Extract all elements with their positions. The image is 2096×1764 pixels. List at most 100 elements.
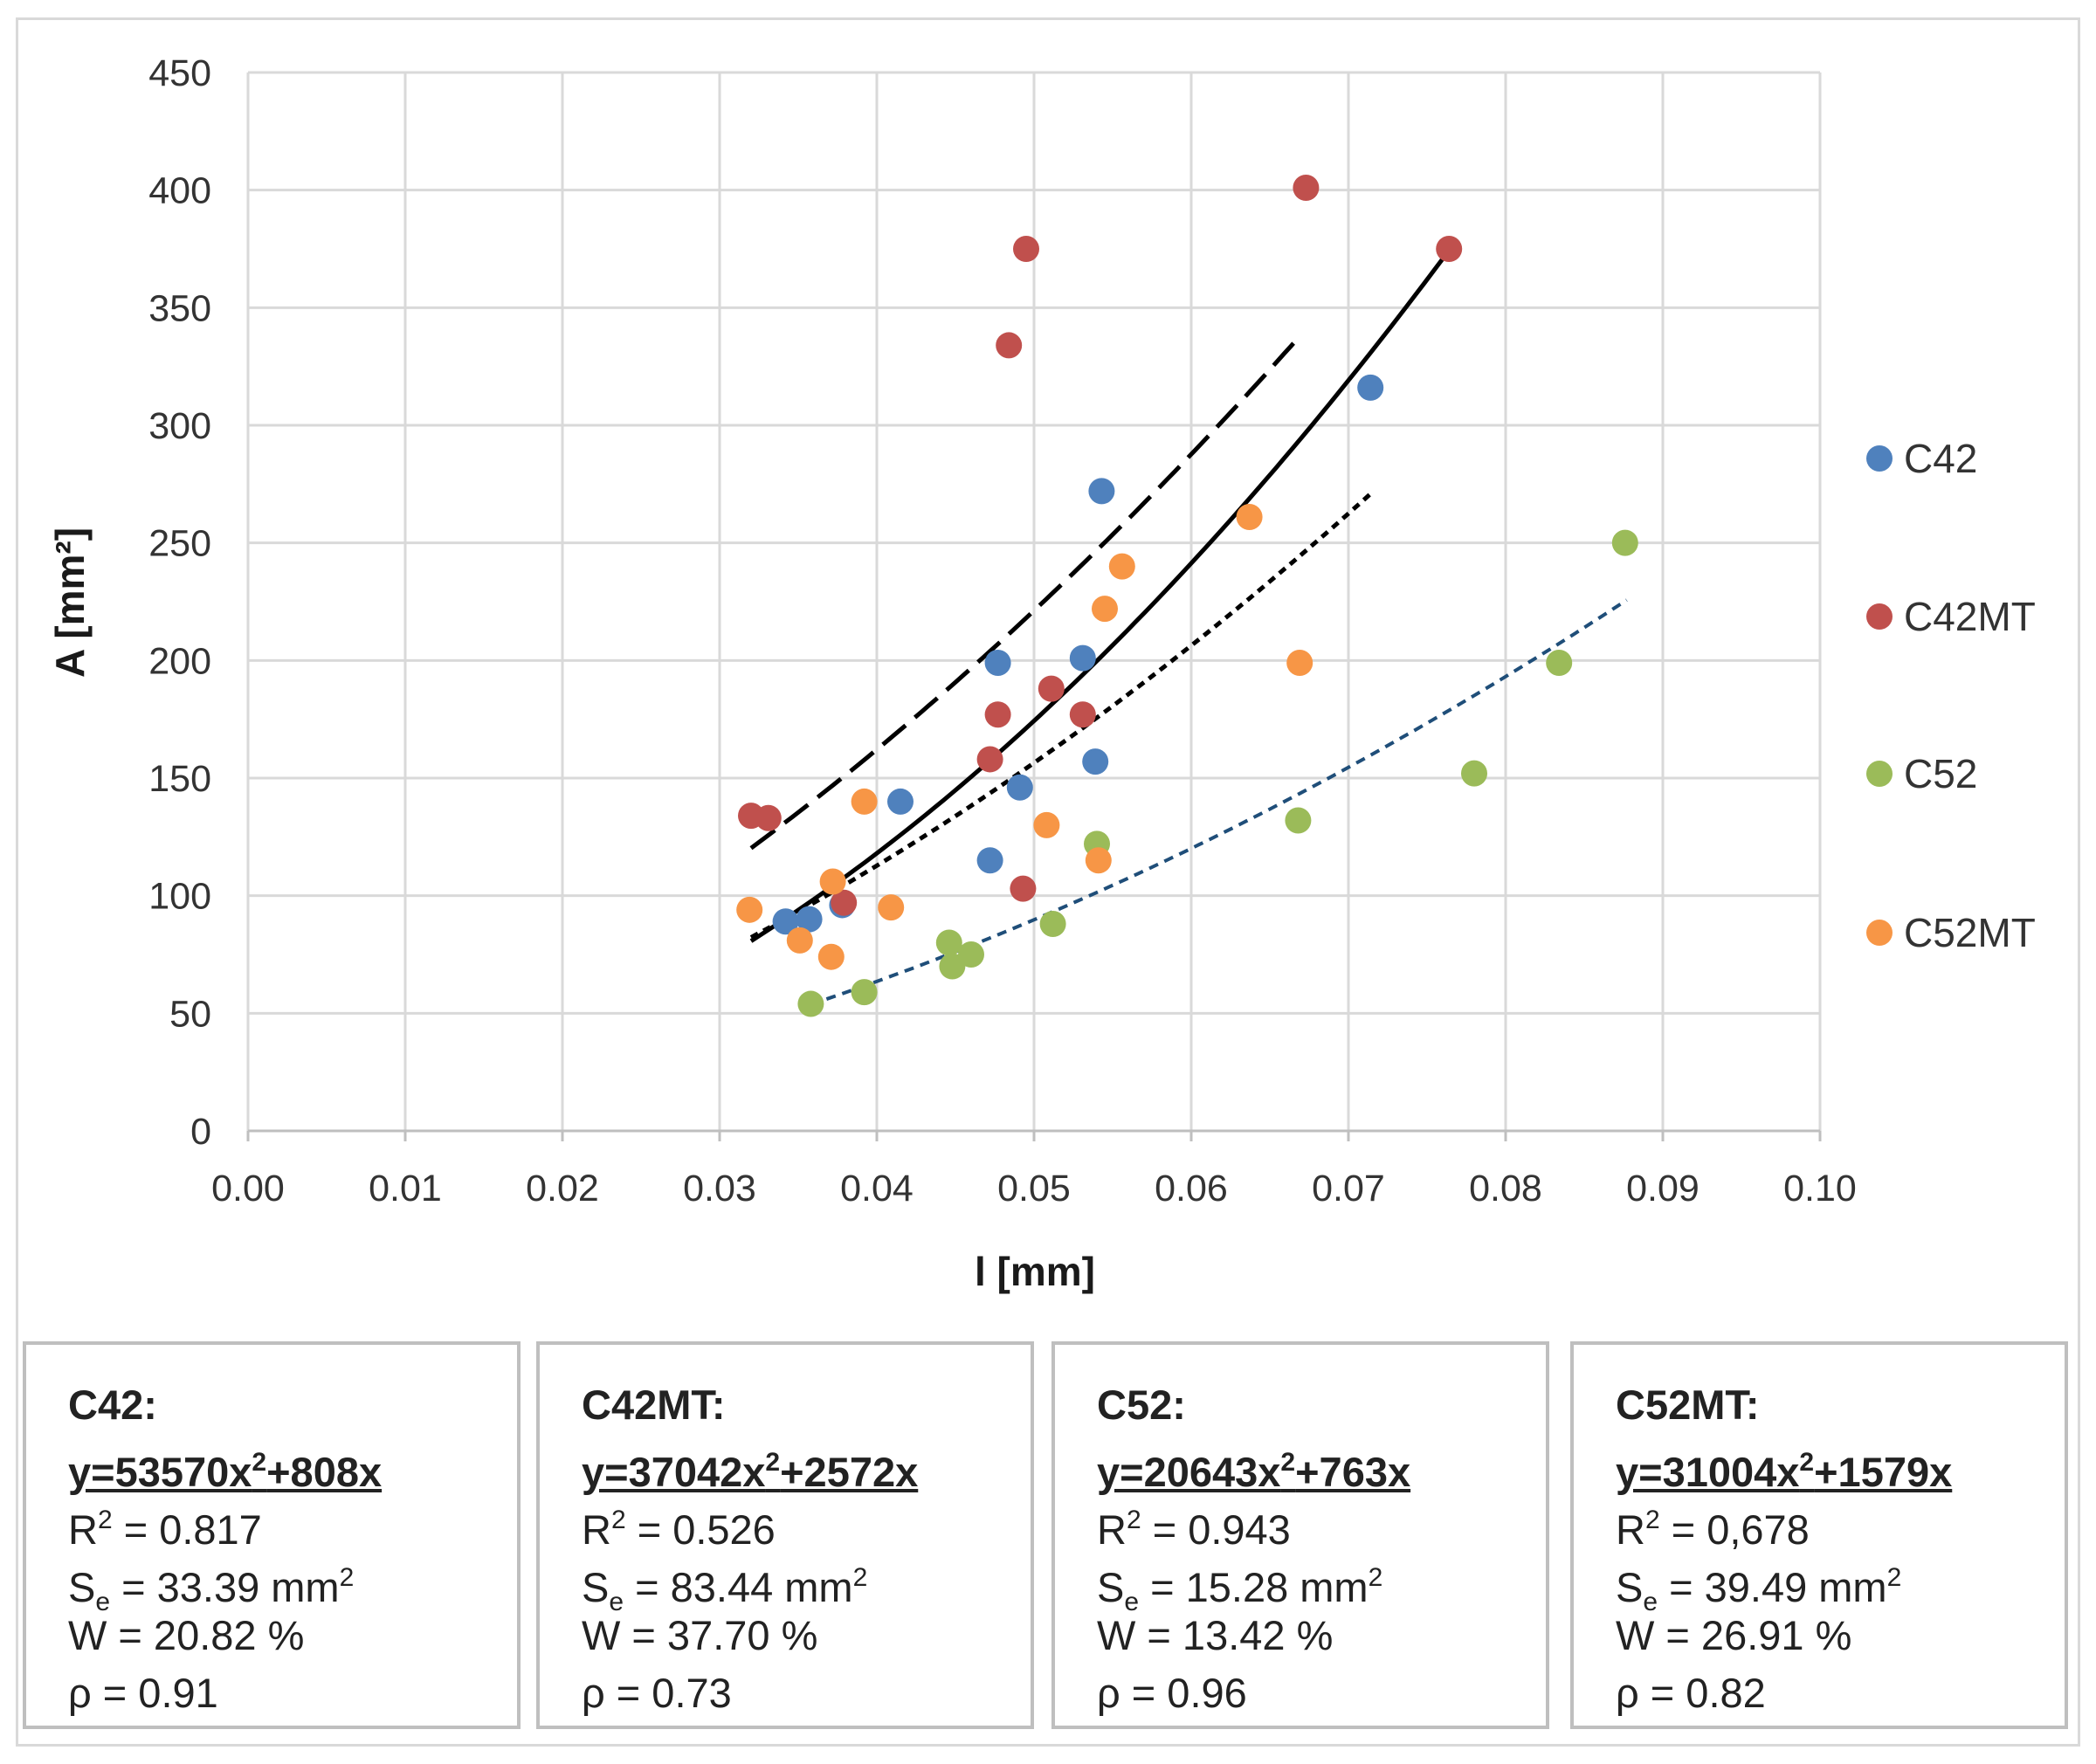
data-point-c52 bbox=[958, 941, 984, 968]
data-point-c42mt bbox=[1038, 675, 1065, 702]
data-point-c42mt bbox=[1436, 236, 1463, 262]
stats-box-c52mt: C52MT: y=31004x2+1579x R2 = 0,678 Se = 39.4… bbox=[1570, 1341, 2068, 1729]
fit-equation: y=37042x2+2572x bbox=[582, 1434, 1031, 1495]
data-point-c42 bbox=[984, 650, 1011, 677]
data-point-c42mt bbox=[755, 804, 782, 831]
data-point-c42 bbox=[887, 788, 914, 815]
standard-error: Se = 83.44 mm2 bbox=[582, 1549, 1031, 1616]
fit-equation: y=20643x2+763x bbox=[1097, 1434, 1546, 1495]
legend-marker bbox=[1866, 920, 1893, 946]
data-point-c42mt bbox=[831, 889, 858, 916]
data-point-c52mt bbox=[878, 894, 905, 921]
data-point-c52 bbox=[935, 929, 962, 956]
se-subscript: e bbox=[1643, 1588, 1658, 1616]
data-point-c42mt bbox=[996, 332, 1023, 359]
data-point-c52 bbox=[1611, 529, 1638, 556]
legend-item-c42: C42 bbox=[1866, 436, 1977, 481]
se-value: = 39.49 mm bbox=[1658, 1564, 1887, 1610]
se-label: S bbox=[582, 1564, 610, 1610]
se-value: = 83.44 mm bbox=[624, 1564, 853, 1610]
se-unit-exponent: 2 bbox=[852, 1563, 868, 1592]
r2-exponent: 2 bbox=[1126, 1506, 1141, 1534]
equation-part: +2572x bbox=[780, 1449, 919, 1495]
y-tick-label: 200 bbox=[148, 640, 211, 682]
data-point-c42 bbox=[1069, 644, 1096, 672]
trendline-c52mt bbox=[749, 491, 1374, 940]
se-unit-exponent: 2 bbox=[1886, 1563, 1902, 1592]
data-point-c52mt bbox=[1108, 553, 1135, 580]
r2-label: R bbox=[1097, 1506, 1127, 1553]
y-tick-label: 450 bbox=[148, 52, 211, 94]
data-point-c52 bbox=[851, 979, 878, 1006]
x-tick-label: 0.01 bbox=[369, 1168, 442, 1209]
data-point-c42mt bbox=[1010, 875, 1037, 902]
w-value: W = 26.91 % bbox=[1616, 1612, 1852, 1658]
axes: 0.00 0.01 0.02 0.03 0.04 0.05 0.06 0.07 0.08 0.09… bbox=[148, 52, 1857, 1209]
data-point-c52mt bbox=[819, 868, 846, 895]
se-subscript: e bbox=[609, 1588, 624, 1616]
y-tick-label: 300 bbox=[148, 405, 211, 447]
stats-box-c42: C42: y=53570x2+808x R2 = 0.817 Se = 33.39 m… bbox=[23, 1341, 521, 1729]
stats-title: C52MT: bbox=[1616, 1382, 1760, 1428]
equation-exponent: 2 bbox=[1280, 1448, 1296, 1477]
r2-value: = 0.817 bbox=[112, 1506, 262, 1553]
equation-part: y=53570x bbox=[68, 1449, 252, 1495]
y-tick-label: 0 bbox=[190, 1111, 211, 1153]
standard-error: Se = 33.39 mm2 bbox=[68, 1549, 517, 1616]
se-value: = 15.28 mm bbox=[1139, 1564, 1369, 1610]
data-point-c52 bbox=[1285, 807, 1312, 834]
equation-part: +808x bbox=[266, 1449, 383, 1495]
legend-marker bbox=[1866, 445, 1893, 472]
x-axis-label: l [mm] bbox=[975, 1249, 1095, 1294]
r2-label: R bbox=[1616, 1506, 1645, 1553]
se-unit-exponent: 2 bbox=[339, 1563, 355, 1592]
y-tick-label: 50 bbox=[169, 993, 211, 1035]
data-point-c42 bbox=[1088, 478, 1115, 505]
x-tick-label: 0.09 bbox=[1626, 1168, 1700, 1209]
y-tick-label: 400 bbox=[148, 170, 211, 212]
data-point-c42 bbox=[1006, 774, 1033, 801]
trendline-c42mt bbox=[749, 336, 1300, 851]
legend-label: C42MT bbox=[1904, 594, 2036, 639]
r2-value: = 0.526 bbox=[625, 1506, 776, 1553]
data-point-c52mt bbox=[1033, 811, 1060, 838]
stats-title: C42MT: bbox=[582, 1382, 726, 1428]
stats-title: C42: bbox=[68, 1382, 157, 1428]
data-point-c42mt bbox=[984, 701, 1011, 728]
se-unit-exponent: 2 bbox=[1368, 1563, 1383, 1592]
data-point-c52 bbox=[939, 953, 966, 980]
data-point-c42mt bbox=[1293, 174, 1320, 201]
x-tick-label: 0.05 bbox=[997, 1168, 1071, 1209]
rho-value: ρ = 0.96 bbox=[1097, 1670, 1247, 1716]
data-point-c52 bbox=[1546, 650, 1573, 677]
x-tick-label: 0.07 bbox=[1312, 1168, 1385, 1209]
standard-error: Se = 39.49 mm2 bbox=[1616, 1549, 2065, 1616]
legend-item-c52: C52 bbox=[1866, 751, 1977, 796]
data-point-c42mt bbox=[1013, 236, 1039, 262]
legend-item-c52mt: C52MT bbox=[1866, 910, 2036, 955]
y-axis-label: A [mm²] bbox=[47, 527, 93, 678]
r2-label: R bbox=[68, 1506, 98, 1553]
stats-title: C52: bbox=[1097, 1382, 1186, 1428]
standard-error: Se = 15.28 mm2 bbox=[1097, 1549, 1546, 1616]
data-point-c52mt bbox=[1286, 650, 1313, 677]
r2-value: = 0.943 bbox=[1141, 1506, 1291, 1553]
equation-part: y=31004x bbox=[1616, 1449, 1800, 1495]
trendlines bbox=[749, 246, 1628, 1007]
x-tick-label: 0.02 bbox=[526, 1168, 599, 1209]
x-tick-label: 0.10 bbox=[1783, 1168, 1857, 1209]
x-tick-label: 0.06 bbox=[1155, 1168, 1228, 1209]
r-squared: R2 = 0,678 bbox=[1616, 1492, 2065, 1553]
scatter-chart: 0.00 0.01 0.02 0.03 0.04 0.05 0.06 0.07 0.08 0.09… bbox=[47, 52, 2036, 1294]
equation-exponent: 2 bbox=[1799, 1448, 1815, 1477]
se-label: S bbox=[68, 1564, 96, 1610]
gridlines bbox=[246, 71, 1822, 1133]
stats-box-c52: C52: y=20643x2+763x R2 = 0.943 Se = 15.28 m… bbox=[1051, 1341, 1549, 1729]
y-tick-label: 350 bbox=[148, 287, 211, 329]
equation-part: y=37042x bbox=[582, 1449, 766, 1495]
y-tick-label: 100 bbox=[148, 876, 211, 918]
data-point-c42 bbox=[1357, 374, 1384, 401]
r2-exponent: 2 bbox=[610, 1506, 626, 1534]
data-point-c52mt bbox=[817, 943, 845, 970]
y-tick-label: 250 bbox=[148, 523, 211, 565]
